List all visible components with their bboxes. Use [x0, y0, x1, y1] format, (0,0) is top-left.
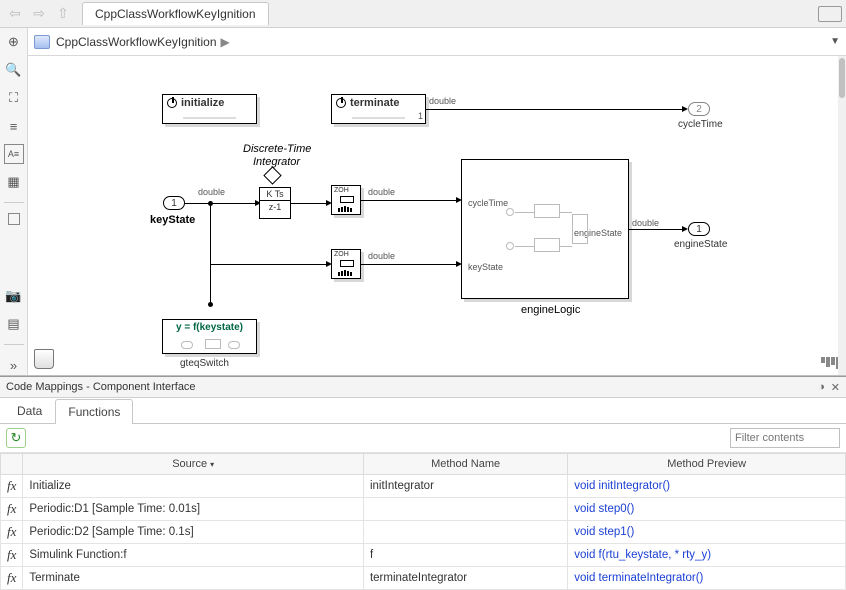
code-mappings-panel: Code Mappings - Component Interface ◑ ✕ …: [0, 376, 846, 590]
canvas-wrap: CppClassWorkflowKeyIgnition ▶ ▼ 1 keySta…: [28, 28, 846, 375]
outport-enginestate-label: engineState: [674, 239, 727, 250]
inport-keystate[interactable]: 1: [163, 196, 185, 210]
param-icon[interactable]: ≡: [4, 116, 24, 136]
nav-back-icon[interactable]: ⇦: [4, 3, 26, 25]
tab-functions[interactable]: Functions: [55, 399, 133, 424]
refresh-button[interactable]: ↻: [6, 428, 26, 448]
db-icon[interactable]: [34, 349, 54, 369]
panel-tabs: Data Functions: [0, 398, 846, 424]
block-dti[interactable]: K Ts z-1: [259, 187, 291, 219]
panel-close-icon[interactable]: ✕: [831, 381, 840, 394]
dti-title1: Discrete-Time: [243, 143, 311, 155]
fx-icon: fx: [1, 521, 23, 544]
initialize-label: initialize: [181, 97, 224, 109]
fx-icon: fx: [1, 475, 23, 498]
dti-den: z-1: [260, 201, 290, 213]
model-tab[interactable]: CppClassWorkflowKeyIgnition: [82, 2, 269, 25]
block-enginelogic[interactable]: cycleTime keyState engineState: [461, 159, 629, 299]
model-canvas[interactable]: 1 keyState double Discrete-Time Integrat…: [28, 56, 846, 375]
fx-icon: fx: [1, 567, 23, 590]
fcn-label: gteqSwitch: [180, 358, 229, 369]
rt1-sig-label: double: [368, 187, 395, 197]
keystate-sig-label: double: [198, 187, 225, 197]
engine-in2-label: keyState: [468, 262, 503, 272]
power-on-icon: [167, 98, 177, 108]
table-row[interactable]: fx Periodic:D2 [Sample Time: 0.1s] void …: [1, 521, 846, 544]
block-rate-transition-1[interactable]: ZOH: [331, 185, 361, 215]
outport-cycletime-label: cycleTime: [678, 119, 723, 130]
fit-icon[interactable]: ⛶: [4, 88, 24, 108]
terminate-sig-label: double: [429, 96, 456, 106]
rt2-sig-label: double: [368, 251, 395, 261]
rt1-zoh-label: ZOH: [334, 187, 349, 194]
block-fcn[interactable]: y = f(keystate): [162, 319, 257, 354]
zoom-icon[interactable]: 🔍: [4, 60, 24, 80]
breadcrumb-dropdown-icon[interactable]: ▼: [830, 36, 840, 47]
col-source[interactable]: Source ▾: [23, 454, 364, 475]
engine-out-sig-label: double: [632, 218, 659, 228]
image-icon[interactable]: ▦: [4, 172, 24, 192]
dti-num: K Ts: [260, 188, 290, 201]
engine-in1-label: cycleTime: [468, 198, 508, 208]
rt2-zoh-label: ZOH: [334, 251, 349, 258]
camera-icon[interactable]: 📷: [4, 286, 24, 306]
keyboard-icon[interactable]: [818, 6, 842, 22]
fx-icon: fx: [1, 498, 23, 521]
inport-keystate-label: keyState: [150, 214, 195, 226]
annot-icon[interactable]: A≡: [4, 144, 24, 164]
panel-title: Code Mappings - Component Interface: [6, 381, 196, 393]
breadcrumb-arrow-icon[interactable]: ▶: [221, 35, 230, 49]
panel-help-icon[interactable]: ◑: [818, 381, 825, 394]
power-off-icon: [336, 98, 346, 108]
rect-icon[interactable]: [8, 213, 20, 225]
block-initialize[interactable]: initialize: [162, 94, 257, 124]
filter-input[interactable]: [730, 428, 840, 448]
panel-toolbar: ↻: [0, 424, 846, 453]
fcn-expr: y = f(keystate): [163, 320, 256, 335]
table-row[interactable]: fx Initialize initIntegrator void initIn…: [1, 475, 846, 498]
expand-icon[interactable]: »: [4, 355, 24, 375]
report-icon[interactable]: ▤: [4, 314, 24, 334]
left-toolbar: ⊕ 🔍 ⛶ ≡ A≡ ▦ 📷 ▤ »: [0, 28, 28, 375]
block-rate-transition-2[interactable]: ZOH: [331, 249, 361, 279]
dti-title2: Integrator: [253, 156, 300, 168]
terminate-port-num: 1: [418, 111, 423, 121]
breadcrumb-root[interactable]: CppClassWorkflowKeyIgnition: [56, 35, 217, 49]
table-row[interactable]: fx Simulink Function:f f void f(rtu_keys…: [1, 544, 846, 567]
browser-icon[interactable]: ⊕: [4, 32, 24, 52]
model-icon[interactable]: [34, 35, 50, 49]
dti-badge-icon: [263, 166, 281, 184]
nav-fwd-icon[interactable]: ⇨: [28, 3, 50, 25]
rt2-bars-icon: [338, 270, 352, 276]
fx-icon: fx: [1, 544, 23, 567]
table-row[interactable]: fx Terminate terminateIntegrator void te…: [1, 567, 846, 590]
breadcrumb: CppClassWorkflowKeyIgnition ▶ ▼: [28, 28, 846, 56]
functions-table: Source ▾ Method Name Method Preview fx I…: [0, 453, 846, 590]
enginelogic-label: engineLogic: [521, 304, 580, 316]
rt1-bars-icon: [338, 206, 352, 212]
table-row[interactable]: fx Periodic:D1 [Sample Time: 0.01s] void…: [1, 498, 846, 521]
panel-title-bar: Code Mappings - Component Interface ◑ ✕: [0, 377, 846, 398]
col-method[interactable]: Method Name: [363, 454, 567, 475]
outport-enginestate[interactable]: 1: [688, 222, 710, 236]
main-area: ⊕ 🔍 ⛶ ≡ A≡ ▦ 📷 ▤ » CppClassWorkflowKeyIg…: [0, 28, 846, 376]
canvas-scrollbar[interactable]: [838, 56, 846, 375]
terminate-label: terminate: [350, 97, 400, 109]
nav-up-icon[interactable]: ⇧: [52, 3, 74, 25]
tab-data[interactable]: Data: [4, 398, 55, 423]
top-nav-bar: ⇦ ⇨ ⇧ CppClassWorkflowKeyIgnition: [0, 0, 846, 28]
block-terminate[interactable]: terminate: [331, 94, 426, 124]
col-preview[interactable]: Method Preview: [568, 454, 846, 475]
outport-cycletime[interactable]: 2: [688, 102, 710, 116]
